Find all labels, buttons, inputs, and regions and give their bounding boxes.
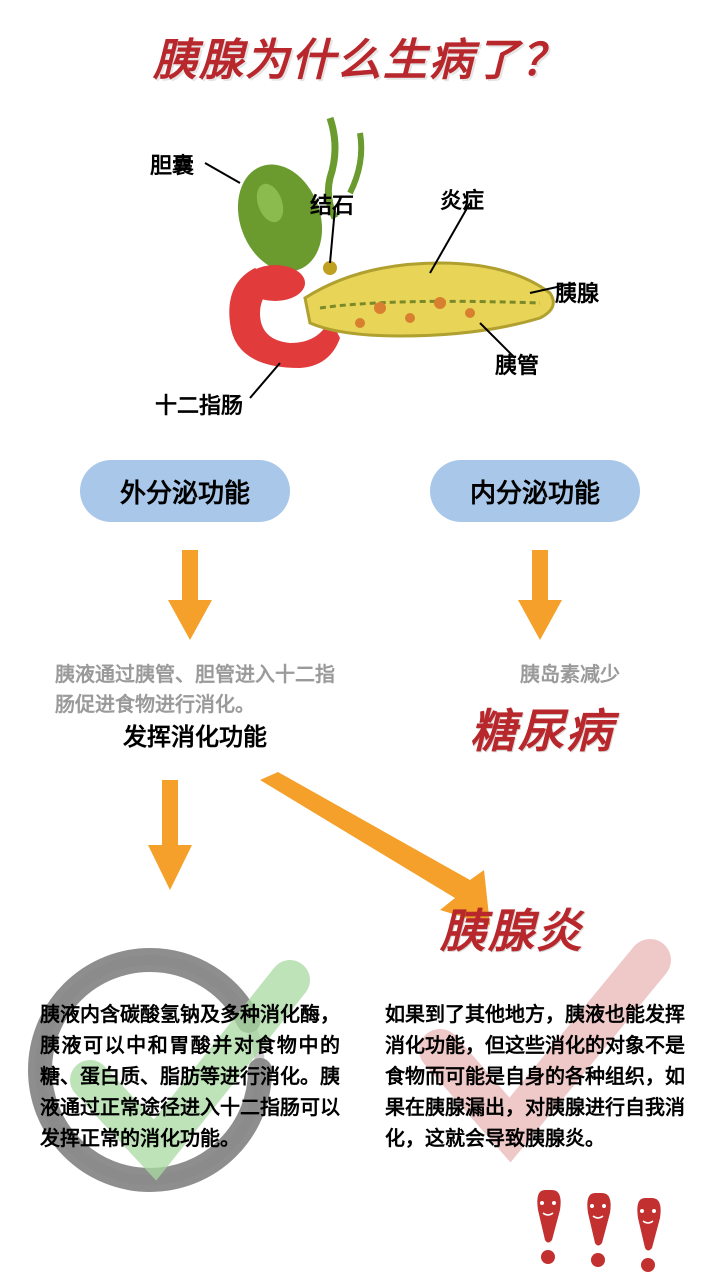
diabetes-label: 糖尿病 bbox=[470, 695, 614, 761]
page-title: 胰腺为什么生病了？ bbox=[0, 0, 720, 88]
endocrine-desc-gray: 胰岛素减少 bbox=[520, 664, 620, 686]
exocrine-desc-emphasis: 发挥消化功能 bbox=[55, 720, 335, 756]
pill-exocrine-label: 外分泌功能 bbox=[120, 473, 250, 510]
pill-endocrine-label: 内分泌功能 bbox=[470, 473, 600, 510]
arrow-down-icon bbox=[140, 775, 200, 895]
label-gallbladder: 胆囊 bbox=[150, 148, 194, 180]
endocrine-desc: 胰岛素减少 bbox=[470, 660, 670, 690]
label-duodenum: 十二指肠 bbox=[155, 388, 243, 420]
bottom-left-text: 胰液内含碳酸氢钠及多种消化酶，胰液可以中和胃酸并对食物中的糖、蛋白质、脂肪等进行… bbox=[40, 1000, 340, 1155]
pill-exocrine: 外分泌功能 bbox=[80, 460, 290, 522]
label-inflammation: 炎症 bbox=[440, 183, 484, 215]
label-stone: 结石 bbox=[310, 188, 354, 220]
bottom-right-text: 如果到了其他地方，胰液也能发挥消化功能，但这些消化的对象不是食物而可能是自身的各… bbox=[385, 1000, 685, 1155]
label-duct: 胰管 bbox=[495, 348, 539, 380]
arrow-down-icon bbox=[160, 545, 220, 645]
pill-endocrine: 内分泌功能 bbox=[430, 460, 640, 522]
exocrine-desc-gray: 胰液通过胰管、胆管进入十二指肠促进食物进行消化。 bbox=[55, 664, 335, 716]
alert-icon bbox=[520, 1185, 700, 1275]
label-pancreas: 胰腺 bbox=[555, 276, 599, 308]
exocrine-desc: 胰液通过胰管、胆管进入十二指肠促进食物进行消化。 发挥消化功能 bbox=[55, 660, 335, 756]
arrow-down-icon bbox=[510, 545, 570, 645]
anatomy-diagram: 胆囊 结石 炎症 胰腺 胰管 十二指肠 bbox=[0, 108, 720, 418]
